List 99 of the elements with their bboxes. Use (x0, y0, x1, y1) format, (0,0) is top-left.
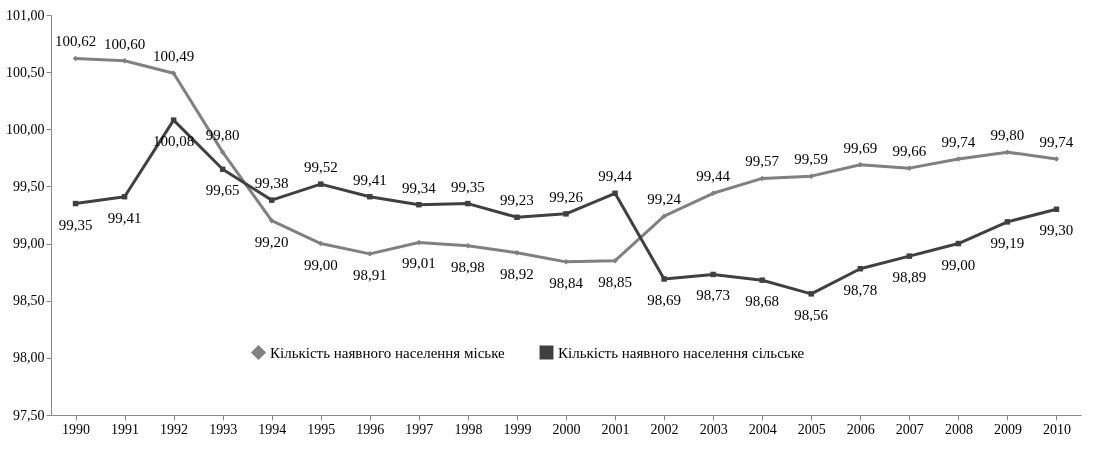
data-label: 98,98 (451, 258, 485, 275)
x-tick-label: 1999 (503, 421, 532, 437)
point (1004, 219, 1011, 225)
point (170, 117, 177, 123)
point (514, 249, 520, 256)
point (808, 291, 814, 297)
x-tick-label: 2008 (944, 421, 973, 437)
data-label: 99,35 (451, 178, 485, 195)
point (612, 190, 618, 197)
point (808, 173, 814, 179)
data-label: 99,74 (1039, 134, 1074, 150)
data-label: 99,24 (647, 191, 682, 208)
point (906, 165, 913, 171)
data-label: 99,00 (303, 256, 338, 273)
point (318, 240, 324, 247)
y-tick-label: 99,00 (13, 236, 45, 252)
data-label: 99,65 (205, 182, 240, 199)
point (759, 175, 765, 182)
data-label: 98,69 (647, 292, 681, 308)
data-label: 98,78 (843, 281, 878, 298)
data-label: 100,60 (103, 35, 146, 52)
data-label: 99,20 (254, 233, 289, 250)
data-label: 99,44 (696, 168, 731, 185)
y-tick-label: 97,50 (13, 407, 45, 423)
x-tick-label: 1996 (356, 421, 385, 437)
point (367, 193, 373, 200)
point (514, 214, 520, 221)
data-label: 99,80 (205, 127, 240, 144)
x-tick-label: 2004 (748, 421, 777, 437)
point (268, 217, 275, 224)
data-label: 99,34 (401, 179, 437, 196)
data-label: 99,41 (107, 209, 142, 226)
x-tick-label: 2000 (552, 421, 581, 437)
data-label: 99,69 (843, 139, 878, 156)
point (661, 276, 667, 282)
data-label: 98,92 (500, 265, 534, 282)
data-label: 98,68 (745, 293, 780, 310)
legend-label: Кількість наявного населення міське (270, 344, 506, 361)
data-label: 98,84 (549, 274, 584, 291)
point (219, 149, 226, 155)
x-tick-label: 1991 (111, 421, 140, 437)
data-label: 99,41 (352, 171, 387, 188)
data-label: 99,66 (892, 143, 927, 160)
data-label: 99,26 (549, 188, 584, 205)
data-label: 98,56 (794, 306, 829, 323)
x-tick-label: 2010 (1042, 421, 1071, 437)
point (416, 201, 422, 208)
y-tick-label: 100,50 (6, 64, 45, 80)
data-label: 98,89 (892, 269, 927, 286)
x-tick-label: 2002 (650, 421, 679, 437)
legend-label: Кількість наявного населення сільське (558, 344, 805, 361)
x-tick-label: 2006 (846, 421, 875, 437)
x-tick-label: 1994 (258, 421, 287, 437)
x-tick-label: 2007 (895, 421, 924, 437)
data-label: 99,30 (1039, 222, 1074, 239)
y-tick-label: 98,00 (13, 350, 45, 366)
x-tick-label: 2005 (797, 421, 826, 437)
point (710, 271, 716, 278)
data-label: 100,49 (152, 48, 195, 65)
data-label: 99,44 (598, 168, 633, 185)
point (612, 257, 618, 264)
y-tick-label: 99,50 (13, 178, 45, 194)
data-label: 99,00 (941, 256, 976, 273)
point (318, 181, 324, 187)
data-label: 99,52 (303, 159, 338, 176)
data-label: 99,23 (500, 192, 534, 209)
x-tick-label: 1998 (454, 421, 483, 437)
point (465, 200, 471, 207)
x-tick-label: 2003 (699, 421, 728, 437)
data-label: 99,01 (401, 255, 436, 272)
data-label: 99,59 (794, 151, 829, 168)
data-label: 99,35 (58, 216, 93, 233)
x-tick-label: 1992 (160, 421, 189, 437)
x-tick-label: 1993 (209, 421, 238, 437)
x-tick-label: 1995 (307, 421, 336, 437)
y-tick-label: 98,50 (13, 293, 45, 309)
data-label: 98,85 (598, 273, 632, 290)
data-label: 99,74 (941, 134, 976, 150)
point (268, 197, 275, 203)
point (367, 251, 373, 257)
data-label: 99,38 (254, 175, 289, 192)
x-tick-label: 2001 (601, 421, 630, 437)
data-label: 99,80 (990, 127, 1025, 144)
data-label: 100,62 (54, 33, 97, 50)
x-tick-label: 1997 (405, 421, 434, 437)
x-tick-label: 2009 (993, 421, 1022, 437)
x-tick-label: 1990 (62, 421, 91, 437)
data-label: 98,73 (696, 287, 731, 304)
y-tick-label: 100,00 (6, 121, 45, 137)
data-label: 99,19 (990, 234, 1025, 251)
point (710, 190, 716, 197)
data-label: 99,57 (745, 153, 780, 170)
point (170, 70, 177, 77)
data-label: 98,91 (352, 266, 387, 283)
point (906, 253, 913, 259)
point (563, 211, 569, 217)
point (416, 239, 422, 246)
point (759, 277, 765, 283)
y-tick-label: 101,00 (6, 7, 45, 23)
